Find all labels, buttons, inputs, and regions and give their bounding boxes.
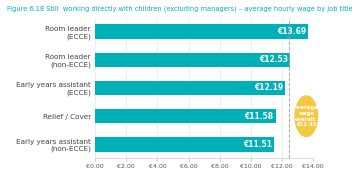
Text: Figure 6.18 Still  working directly with children (excluding managers) – average: Figure 6.18 Still working directly with … [7,5,352,12]
Bar [95,81,285,95]
Text: Average
wage
overall:
€12.43: Average wage overall: €12.43 [294,105,319,127]
Bar [95,24,308,39]
Circle shape [295,96,318,136]
Text: €11.58: €11.58 [245,112,274,121]
Text: €12.19: €12.19 [254,83,283,93]
Bar [95,137,275,152]
Text: €11.51: €11.51 [244,140,272,149]
Text: €12.53: €12.53 [259,55,289,64]
Bar [95,52,290,67]
Text: €13.69: €13.69 [277,27,307,36]
Bar [95,109,276,124]
